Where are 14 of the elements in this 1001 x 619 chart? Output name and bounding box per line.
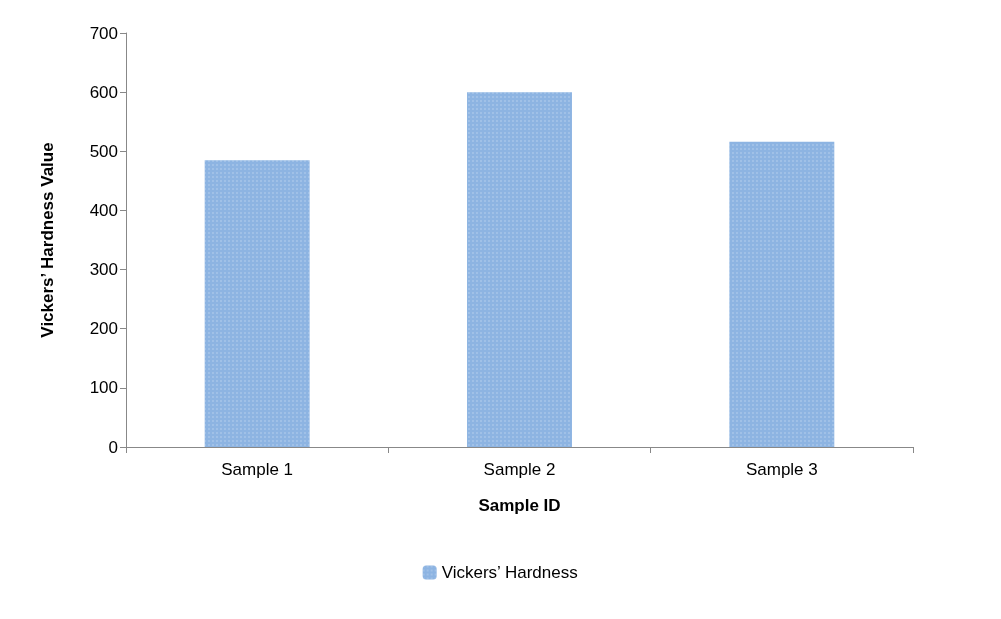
x-tick-label: Sample 3 [745,460,818,479]
y-tick-label: 400 [89,200,118,220]
y-tick-label: 200 [89,319,118,339]
x-tick-label: Sample 1 [221,460,294,479]
y-tick-label: 100 [89,378,118,398]
y-tick-label: 500 [89,141,118,161]
y-tick-label: 700 [89,23,118,43]
y-axis-title: Vickers’ Hardness Value [38,142,57,338]
x-tick-label: Sample 2 [483,460,556,479]
y-tick-label: 0 [108,437,118,457]
legend-label: Vickers’ Hardness [441,563,578,582]
y-tick-label: 600 [89,82,118,102]
x-axis-title: Sample ID [478,496,561,515]
y-tick-label: 300 [89,260,118,280]
